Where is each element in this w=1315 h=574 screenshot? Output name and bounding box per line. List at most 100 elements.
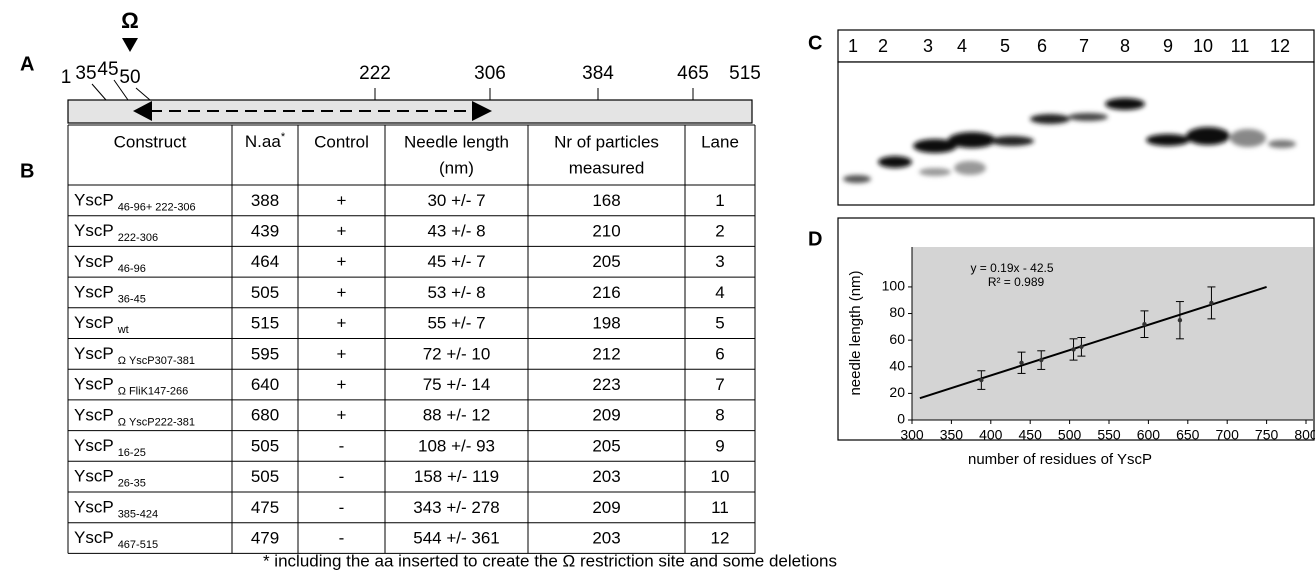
- x-axis-label: number of residues of YscP: [968, 451, 1152, 468]
- construct-name: YscP: [74, 436, 114, 455]
- header-cell: Lane: [701, 132, 739, 151]
- cell: 595: [251, 344, 279, 363]
- cell: 205: [592, 252, 620, 271]
- y-tick-label: 0: [897, 411, 905, 427]
- lane-label: 7: [1079, 36, 1089, 56]
- point: [1142, 322, 1146, 326]
- point: [1178, 318, 1182, 322]
- header-cell: N.aa*: [245, 131, 286, 152]
- construct-name: YscP: [74, 375, 114, 394]
- cell: 505: [251, 283, 279, 302]
- construct-name: YscP: [74, 344, 114, 363]
- construct: YscP Ω FliK147-266: [74, 375, 188, 397]
- omega: Ω: [121, 8, 139, 33]
- construct-name: YscP: [74, 252, 114, 271]
- cell: 10: [711, 467, 730, 486]
- cell: +: [337, 222, 347, 241]
- construct: YscPΩ YscP307-381: [74, 344, 195, 366]
- x-tick-label: 550: [1097, 427, 1121, 443]
- footnote: * including the aa inserted to create th…: [263, 551, 837, 570]
- cell: 475: [251, 498, 279, 517]
- cell: 198: [592, 314, 620, 333]
- cell: 45 +/- 7: [427, 252, 485, 271]
- cell: 203: [592, 467, 620, 486]
- cell: 505: [251, 436, 279, 455]
- lane-label: 5: [1000, 36, 1010, 56]
- point: [979, 378, 983, 382]
- cell: 8: [715, 406, 724, 425]
- construct-name: YscP: [74, 467, 114, 486]
- cell: 515: [251, 314, 279, 333]
- cell: +: [337, 191, 347, 210]
- construct-sub: wt: [117, 324, 129, 336]
- lane-label: 4: [957, 36, 967, 56]
- cell: 544 +/- 361: [413, 529, 500, 548]
- y-tick-label: 60: [889, 331, 905, 347]
- cell: +: [337, 406, 347, 425]
- r-squared: R² = 0.989: [988, 275, 1045, 289]
- header-cell: Nr of particles: [554, 132, 659, 151]
- cell: +: [337, 344, 347, 363]
- lane-label: 12: [1270, 36, 1290, 56]
- header-cell: (nm): [439, 158, 474, 177]
- construct-sub: 26-35: [118, 478, 146, 490]
- position-tick: [136, 88, 150, 100]
- cell: 11: [711, 498, 729, 517]
- panel-label: D: [808, 228, 822, 250]
- construct-name: YscP: [74, 222, 114, 241]
- position-label: 222: [359, 63, 391, 84]
- cell: 203: [592, 529, 620, 548]
- cell: 75 +/- 14: [423, 375, 491, 394]
- cell: -: [339, 498, 345, 517]
- x-tick-label: 350: [940, 427, 964, 443]
- cell: 5: [715, 314, 724, 333]
- insert-arrow: [122, 38, 138, 52]
- cell: +: [337, 375, 347, 394]
- equation: y = 0.19x - 42.5: [970, 261, 1053, 275]
- construct-name: YscP: [74, 498, 114, 517]
- position-label: 384: [582, 63, 614, 84]
- y-tick-label: 100: [882, 278, 906, 294]
- point: [1039, 358, 1043, 362]
- position-label: 465: [677, 63, 709, 84]
- cell: 168: [592, 191, 620, 210]
- point: [1209, 301, 1213, 305]
- cell: 55 +/- 7: [427, 314, 485, 333]
- x-tick-label: 650: [1176, 427, 1200, 443]
- position-label: 50: [119, 67, 140, 88]
- x-tick-label: 600: [1137, 427, 1161, 443]
- construct-sub: Ω YscP222-381: [118, 416, 195, 428]
- figure: A B C D Ω * including the aa inserted to…: [0, 0, 1315, 574]
- cell: 464: [251, 252, 279, 271]
- position-label: 35: [75, 63, 96, 84]
- y-tick-label: 80: [889, 304, 905, 320]
- table: ConstructN.aa*ControlNeedle length(nm)Nr…: [68, 125, 755, 553]
- construct-name: YscP: [74, 529, 114, 548]
- x-tick-label: 400: [979, 427, 1003, 443]
- x-tick-label: 700: [1216, 427, 1240, 443]
- cell: 209: [592, 406, 620, 425]
- lane-label: 2: [878, 36, 888, 56]
- cell: 210: [592, 222, 620, 241]
- cell: 3: [715, 252, 724, 271]
- panel-label: A: [20, 53, 34, 75]
- cell: -: [339, 436, 345, 455]
- cell: 9: [715, 436, 724, 455]
- cell: 205: [592, 436, 620, 455]
- lane-label: 3: [923, 36, 933, 56]
- header-cell: Control: [314, 132, 369, 151]
- construct-sub: Ω FliK147-266: [118, 385, 189, 397]
- cell: 209: [592, 498, 620, 517]
- cell: -: [339, 529, 345, 548]
- y-tick-label: 40: [889, 357, 905, 373]
- construct-name: YscP: [74, 191, 114, 210]
- construct-name: YscP: [74, 314, 114, 333]
- cell: 108 +/- 93: [418, 436, 495, 455]
- cell: +: [337, 314, 347, 333]
- lane-label: 1: [848, 36, 858, 56]
